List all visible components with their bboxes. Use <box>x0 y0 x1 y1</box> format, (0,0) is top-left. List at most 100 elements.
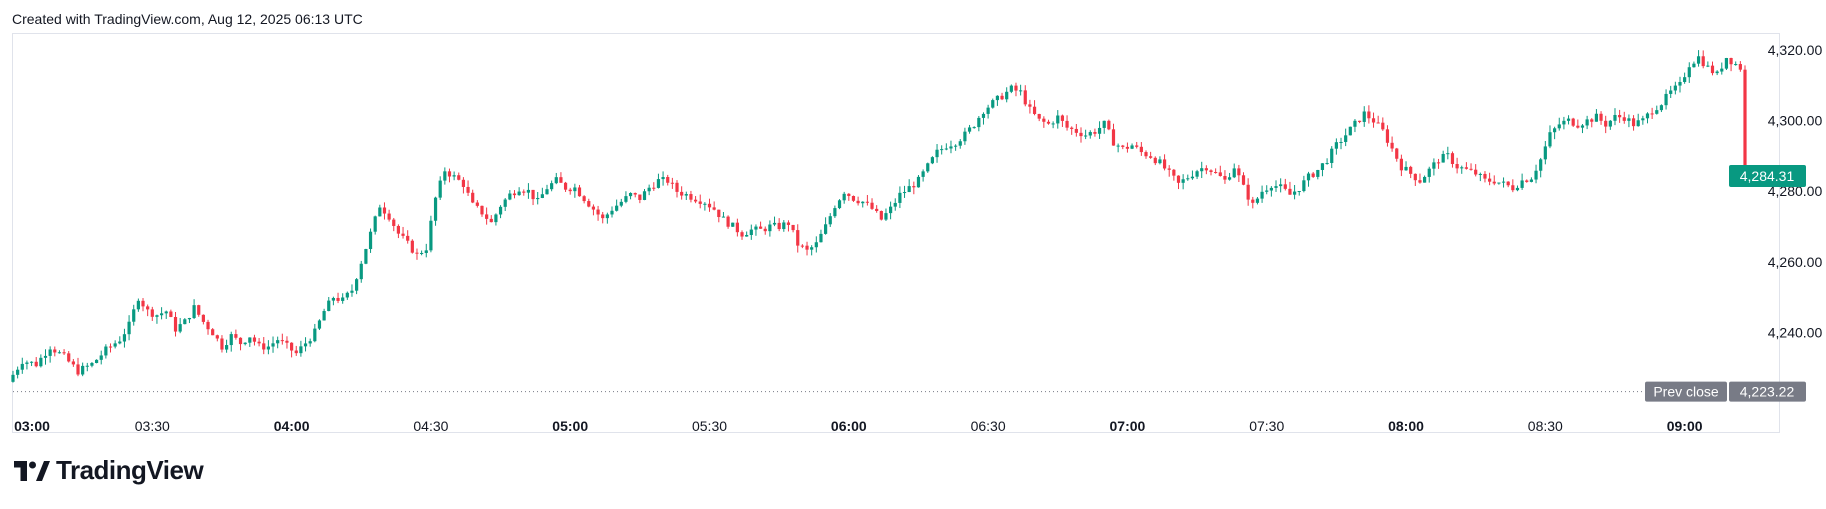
candle-body <box>800 245 804 247</box>
candle-body <box>1692 63 1696 68</box>
prev-close-value: 4,223.22 <box>1740 384 1795 400</box>
candle-body <box>364 249 368 264</box>
candle-body <box>90 362 94 366</box>
candle-body <box>1669 90 1673 94</box>
candle-body <box>935 149 939 158</box>
candle-body <box>1678 81 1682 86</box>
candle-body <box>563 182 568 190</box>
chart-frame[interactable] <box>12 33 1780 433</box>
candle-body <box>680 191 684 196</box>
candle-body <box>252 337 257 342</box>
candle-body <box>429 220 433 251</box>
candle-body <box>1580 125 1585 128</box>
candle-body <box>503 199 507 207</box>
candle-body <box>1288 188 1292 195</box>
candle-body <box>34 361 38 367</box>
candle-body <box>317 320 322 329</box>
x-tick-label: 03:00 <box>14 418 50 434</box>
candle-body <box>875 208 879 211</box>
candle-body <box>1014 85 1018 91</box>
candle-body <box>1176 175 1181 183</box>
candle-body <box>336 297 340 301</box>
candle-body <box>1005 91 1009 100</box>
candle-body <box>512 193 517 196</box>
candle-body <box>229 334 233 346</box>
candle-body <box>1590 119 1594 122</box>
candle-body <box>1195 171 1199 177</box>
candle-body <box>1501 181 1506 183</box>
candle-body <box>341 297 345 301</box>
candle-body <box>220 338 224 350</box>
candle-body <box>294 350 298 354</box>
candle-body <box>898 192 902 203</box>
candle-body <box>29 361 34 363</box>
candle-body <box>1330 148 1334 163</box>
candle-body <box>1650 113 1654 115</box>
candle-body <box>1042 118 1046 122</box>
candle-body <box>1097 127 1102 134</box>
candle-body <box>1511 185 1515 191</box>
y-tick-label: 4,280.00 <box>1768 183 1823 199</box>
candle-body <box>248 337 252 343</box>
candle-body <box>870 202 874 209</box>
candle-body <box>234 334 238 338</box>
candle-body <box>480 205 484 215</box>
candle-body <box>1292 191 1297 195</box>
candle-body <box>1279 184 1283 187</box>
candle-body <box>782 222 786 230</box>
candle-body <box>1706 65 1710 67</box>
candle-body <box>331 297 335 301</box>
candle-body <box>1557 124 1561 129</box>
prev-close-value-badge <box>1729 381 1806 402</box>
candle-body <box>1608 120 1612 127</box>
candle-body <box>1488 178 1492 182</box>
candle-body <box>791 224 795 231</box>
candle-body <box>1130 145 1134 149</box>
candle-body <box>424 250 428 253</box>
candle-body <box>717 209 721 218</box>
candle-body <box>164 311 168 314</box>
candle-body <box>633 192 637 195</box>
candle-body <box>1474 169 1478 175</box>
chart-caption: Created with TradingView.com, Aug 12, 20… <box>12 11 363 27</box>
candle-body <box>1353 120 1357 127</box>
candle-body <box>1200 168 1204 172</box>
candle-body <box>1738 64 1742 70</box>
candle-body <box>1743 69 1747 177</box>
candle-body <box>1162 159 1167 169</box>
tradingview-logo[interactable]: TradingView <box>14 455 204 486</box>
candle-body <box>1223 176 1227 180</box>
candle-body <box>889 206 893 214</box>
candle-body <box>758 226 763 229</box>
candle-body <box>136 300 140 310</box>
candle-body <box>763 228 767 232</box>
candle-body <box>1604 120 1608 127</box>
candle-body <box>1492 181 1496 184</box>
candle-body <box>1218 172 1222 177</box>
candle-body <box>670 182 674 184</box>
candle-body <box>466 186 470 193</box>
candle-body <box>461 179 466 187</box>
candle-body <box>192 305 196 319</box>
candle-body <box>1107 120 1111 130</box>
candle-body <box>1696 56 1701 64</box>
candle-body <box>1450 153 1455 165</box>
candle-body <box>540 194 544 198</box>
candle-body <box>777 222 781 230</box>
candle-body <box>211 329 215 336</box>
y-tick-label: 4,260.00 <box>1768 254 1823 270</box>
candle-body <box>62 352 66 354</box>
candle-body <box>731 222 735 227</box>
candle-body <box>1483 173 1487 179</box>
candle-body <box>1079 132 1083 137</box>
candle-body <box>861 201 865 204</box>
candle-body <box>94 359 99 363</box>
candle-body <box>958 141 962 146</box>
candle-body <box>262 343 266 350</box>
candle-body <box>1306 173 1311 181</box>
candle-body <box>1710 65 1715 74</box>
candle-body <box>85 365 89 367</box>
candle-body <box>893 202 897 207</box>
candle-body <box>303 343 308 347</box>
